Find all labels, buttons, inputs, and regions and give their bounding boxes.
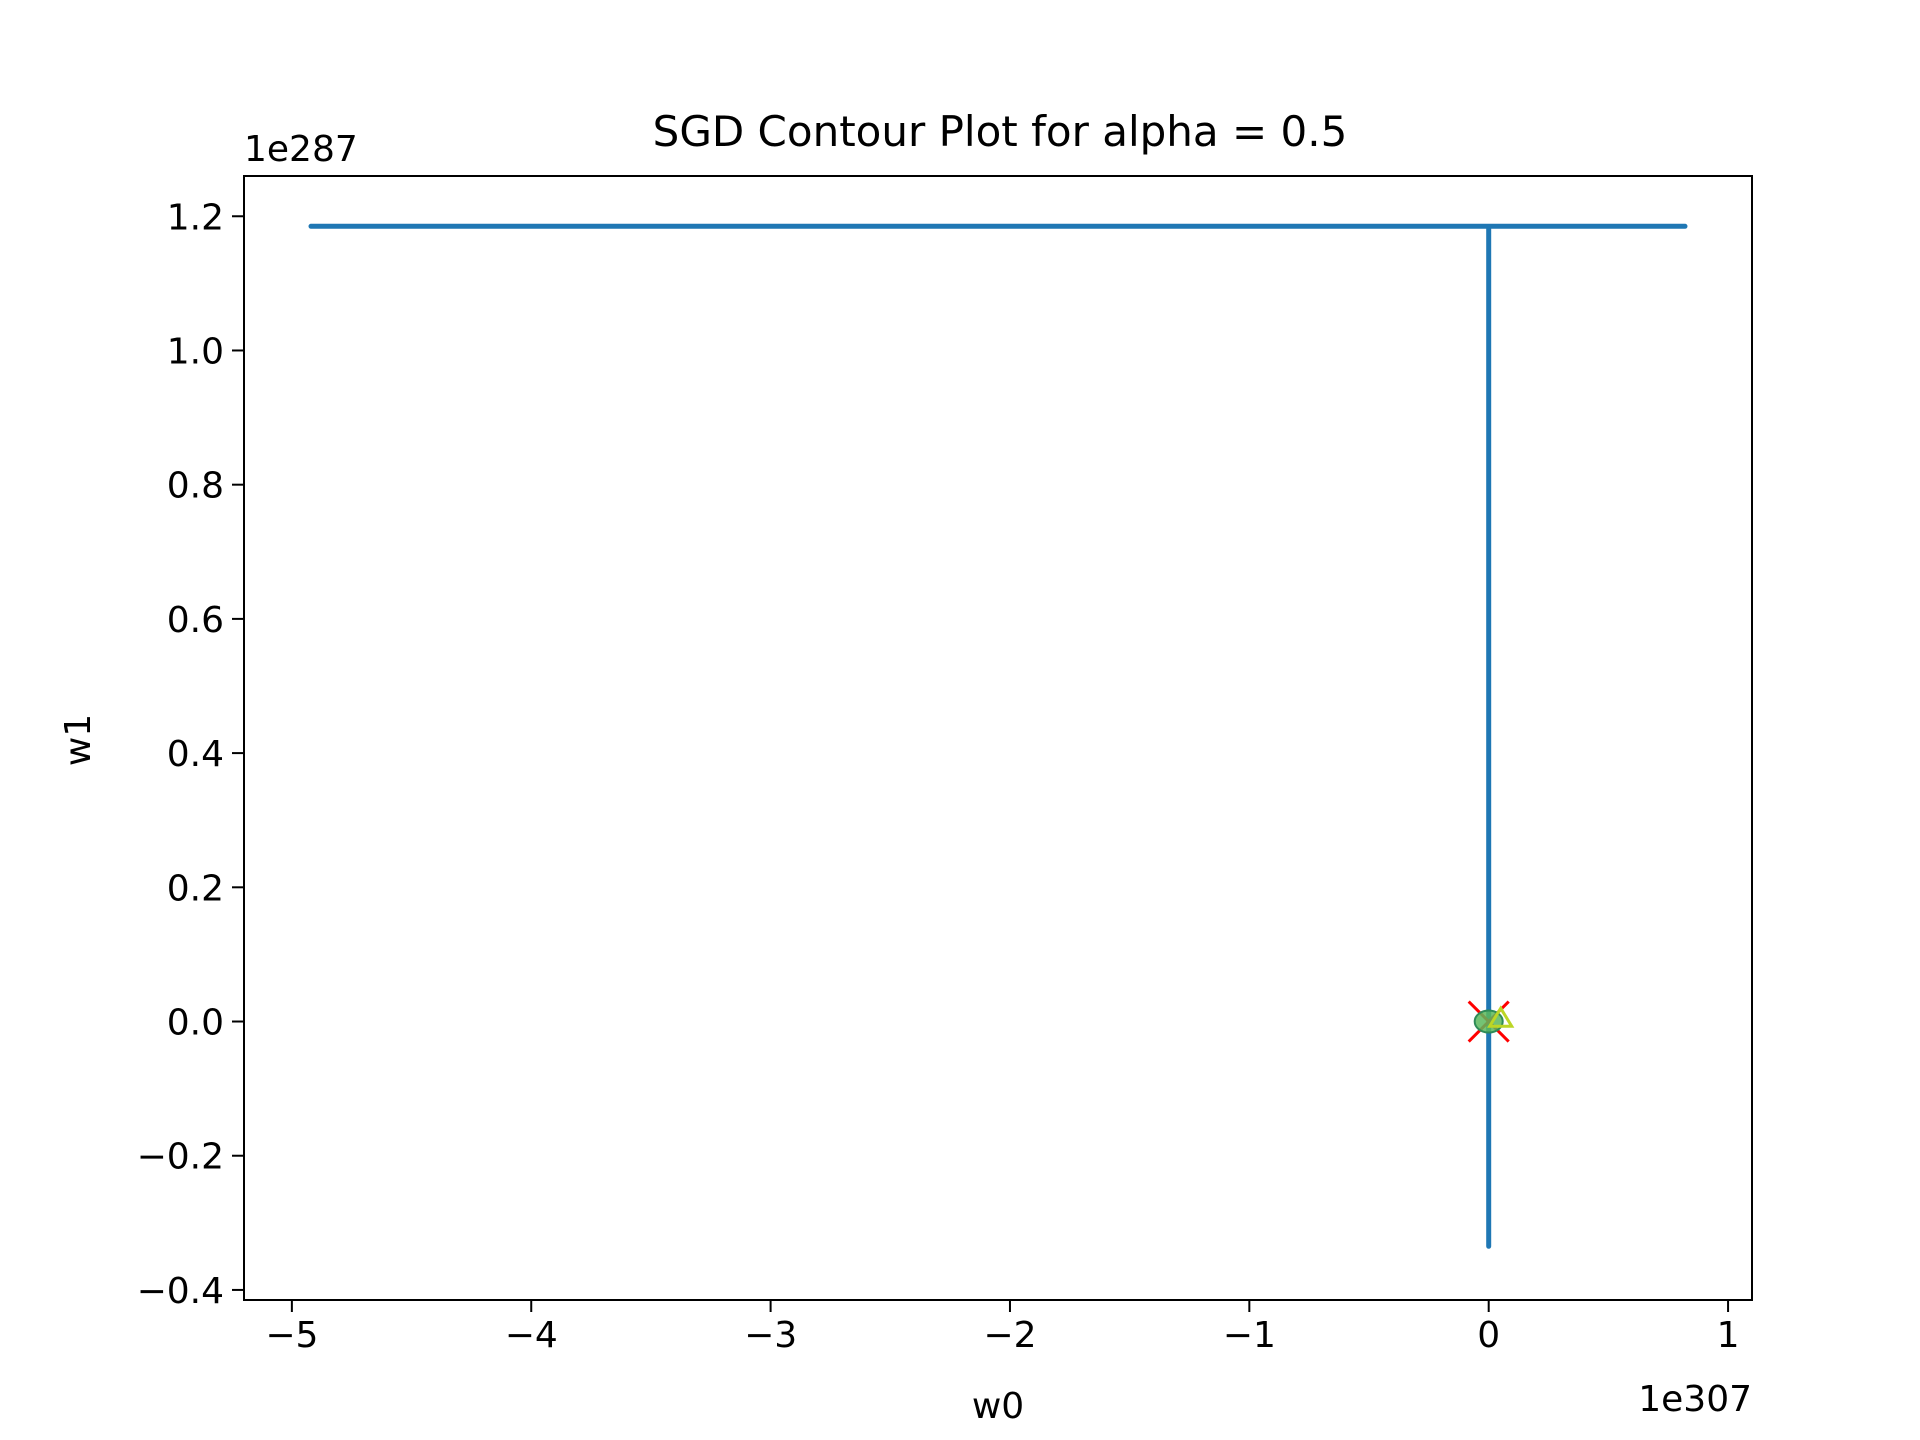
y-axis-offset-label: 1e287: [244, 129, 358, 170]
y-tick-label: −0.4: [137, 1271, 224, 1312]
x-tick-label: −5: [265, 1315, 318, 1356]
y-tick-label: 0.2: [167, 868, 224, 909]
chart-title: SGD Contour Plot for alpha = 0.5: [653, 107, 1348, 156]
x-tick-label: −2: [983, 1315, 1036, 1356]
plot-area: [308, 223, 1688, 1249]
x-tick-label: 1: [1717, 1315, 1740, 1356]
sgd-path-line: [308, 223, 1688, 1249]
y-tick-label: −0.2: [137, 1137, 224, 1178]
x-ticks: −5 −4 −3 −2 −1 0 1: [265, 1300, 1740, 1356]
x-tick-label: −4: [505, 1315, 558, 1356]
triangle-marker: [1487, 1005, 1515, 1028]
x-axis-label: w0: [972, 1386, 1024, 1427]
x-tick-label: −3: [744, 1315, 797, 1356]
x-tick-label: 0: [1477, 1315, 1500, 1356]
y-tick-label: 0.8: [167, 466, 224, 507]
y-tick-label: 1.0: [167, 331, 224, 372]
y-tick-label: 0.4: [167, 734, 224, 775]
y-tick-label: 0.0: [167, 1003, 224, 1044]
y-tick-label: 1.2: [167, 197, 224, 238]
axes-frame: [243, 175, 1753, 1301]
y-tick-label: 0.6: [167, 600, 224, 641]
y-axis-label: w1: [58, 714, 99, 766]
x-axis-offset-label: 1e307: [1638, 1379, 1752, 1420]
x-tick-label: −1: [1223, 1315, 1276, 1356]
y-ticks: −0.4 −0.2 0.0 0.2 0.4 0.6 0.8 1.0 1.2: [137, 197, 244, 1312]
